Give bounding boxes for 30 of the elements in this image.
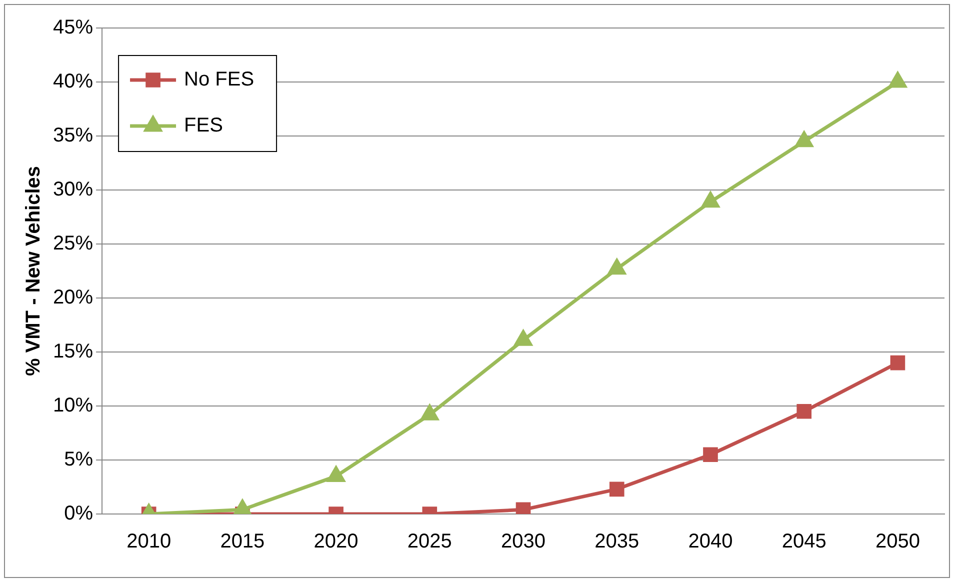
- y-tick-label: 40%: [53, 70, 94, 93]
- x-tick-label: 2035: [594, 530, 640, 553]
- point: [514, 330, 532, 346]
- point: [420, 404, 438, 420]
- point: [608, 259, 626, 275]
- legend-label: FES: [184, 114, 223, 137]
- x-tick-label: 2045: [782, 530, 826, 553]
- y-tick-label: 35%: [53, 124, 94, 147]
- x-tick-label: 2010: [126, 530, 172, 553]
- point: [234, 500, 252, 514]
- y-axis-title: % VMT - New Vehicles: [22, 166, 45, 376]
- x-tick-label: 2040: [688, 530, 733, 553]
- y-tick-label: 0%: [64, 502, 94, 525]
- y-tick-label: 30%: [53, 178, 94, 201]
- y-tick-label: 5%: [64, 448, 94, 471]
- y-tick-label: 25%: [53, 232, 94, 255]
- point: [795, 132, 813, 148]
- y-tick-label: 45%: [53, 16, 94, 39]
- point: [327, 466, 345, 482]
- x-tick-label: 2025: [407, 530, 452, 553]
- legend-label: No FES: [184, 68, 254, 91]
- x-tick-label: 2030: [501, 530, 546, 553]
- y-tick-label: 10%: [53, 394, 94, 417]
- y-tick-label: 20%: [53, 286, 94, 309]
- x-tick-label: 2015: [220, 530, 265, 553]
- point: [702, 192, 720, 208]
- x-tick-label: 2020: [314, 530, 358, 553]
- x-tick-label: 2050: [875, 530, 920, 553]
- y-tick-label: 15%: [53, 340, 94, 363]
- point: [889, 72, 906, 88]
